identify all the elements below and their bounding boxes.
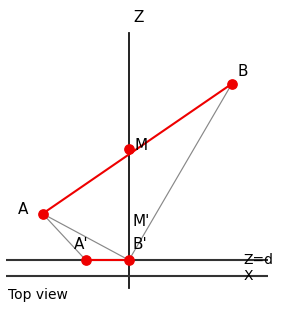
Text: A: A	[18, 202, 28, 216]
Point	[83, 258, 88, 263]
Point	[229, 81, 234, 86]
Point	[127, 146, 131, 151]
Text: Top view: Top view	[8, 288, 68, 302]
Point	[127, 258, 131, 263]
Text: A': A'	[74, 237, 88, 252]
Text: Z: Z	[133, 10, 143, 25]
Text: B: B	[237, 64, 248, 79]
Text: M': M'	[133, 215, 150, 229]
Text: M: M	[134, 138, 147, 154]
Point	[40, 211, 45, 216]
Text: X: X	[243, 269, 253, 283]
Text: B': B'	[133, 237, 148, 252]
Text: Z=d: Z=d	[243, 253, 273, 267]
